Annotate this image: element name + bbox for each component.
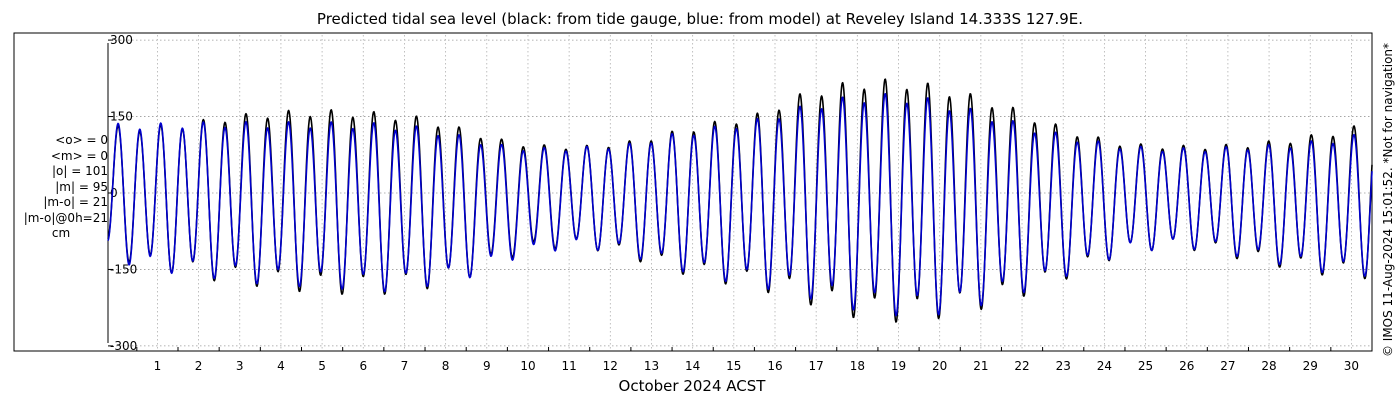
stat-mean-model: <m> = 0 (50, 148, 108, 163)
x-tick-label: 25 (1138, 359, 1153, 373)
x-tick-label: 10 (520, 359, 535, 373)
x-tick-label: 21 (973, 359, 988, 373)
x-tick-label: 24 (1097, 359, 1112, 373)
stat-mean-obs: <o> = 0 (55, 133, 108, 147)
x-tick-label: 6 (359, 359, 367, 373)
y-tick-label: 0 (110, 186, 118, 200)
y-tick-label: -150 (110, 262, 137, 276)
stat-abs-diff-0h: |m-o|@0h=21 (23, 210, 108, 225)
x-tick-label: 3 (236, 359, 244, 373)
x-tick-label: 12 (603, 359, 618, 373)
x-tick-label: 15 (726, 359, 741, 373)
x-tick-label: 17 (809, 359, 824, 373)
x-tick-label: 27 (1220, 359, 1235, 373)
chart-title: Predicted tidal sea level (black: from t… (317, 10, 1083, 28)
y-tick-label: 300 (110, 33, 133, 47)
stat-units: cm (51, 226, 71, 240)
stat-abs-diff: |m-o| = 21 (43, 195, 108, 209)
x-tick-label: 2 (195, 359, 203, 373)
x-tick-label: 20 (932, 359, 947, 373)
x-tick-label: 22 (1014, 359, 1029, 373)
x-tick-label: 18 (850, 359, 865, 373)
x-tick-label: 13 (644, 359, 659, 373)
x-tick-label: 28 (1261, 359, 1276, 373)
x-tick-label: 29 (1303, 359, 1318, 373)
stat-abs-obs: |o| = 101 (51, 164, 108, 178)
x-axis-title: October 2024 ACST (619, 377, 767, 395)
series-line (107, 78, 1373, 323)
x-tick-label: 23 (1056, 359, 1071, 373)
x-tick-label: 4 (277, 359, 285, 373)
x-tick-label: 16 (767, 359, 782, 373)
tide-series (107, 78, 1373, 323)
x-tick-label: 30 (1344, 359, 1359, 373)
statistics-panel: <o> = 0 <m> = 0 |o| = 101 |m| = 95 |m-o|… (14, 133, 108, 242)
x-tick-label: 8 (442, 359, 450, 373)
y-tick-label: -300 (110, 339, 137, 353)
grid-lines (108, 35, 1372, 351)
x-tick-label: 1 (154, 359, 162, 373)
x-tick-label: 26 (1179, 359, 1194, 373)
y-tick-label: 150 (110, 110, 133, 124)
x-tick-label: 5 (318, 359, 326, 373)
series-line (107, 92, 1373, 317)
x-tick-label: 11 (561, 359, 576, 373)
x-tick-label: 14 (685, 359, 700, 373)
stat-abs-model: |m| = 95 (55, 179, 108, 194)
plot-frame (13, 32, 1373, 352)
x-tick-label: 19 (891, 359, 906, 373)
x-tick-label: 7 (401, 359, 409, 373)
copyright-credit: © IMOS 11-Aug-2024 15:01:52. *Not for na… (1381, 43, 1395, 357)
x-tick-label: 9 (483, 359, 491, 373)
